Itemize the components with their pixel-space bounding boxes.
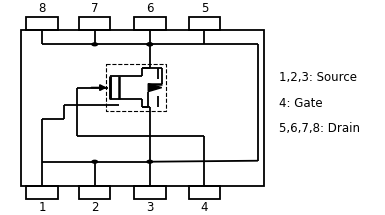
Text: 7: 7 xyxy=(91,2,99,14)
Text: 5: 5 xyxy=(201,2,208,14)
Bar xyxy=(26,186,58,199)
Bar xyxy=(21,30,264,186)
Circle shape xyxy=(92,43,97,46)
Bar xyxy=(189,186,220,199)
Bar xyxy=(26,17,58,30)
Bar xyxy=(134,17,166,30)
Circle shape xyxy=(92,160,97,163)
Bar xyxy=(189,17,220,30)
Circle shape xyxy=(147,43,152,46)
Circle shape xyxy=(147,160,152,163)
Text: 8: 8 xyxy=(38,2,46,14)
Text: 4: Gate: 4: Gate xyxy=(279,97,323,109)
Bar xyxy=(79,186,110,199)
Bar xyxy=(79,17,110,30)
Bar xyxy=(134,186,166,199)
Text: 1: 1 xyxy=(38,201,46,215)
Text: 1,2,3: Source: 1,2,3: Source xyxy=(279,71,357,84)
Text: 3: 3 xyxy=(146,201,154,215)
Polygon shape xyxy=(148,84,162,92)
Text: 6: 6 xyxy=(146,2,154,14)
Text: 4: 4 xyxy=(201,201,208,215)
Circle shape xyxy=(147,43,152,46)
Text: 2: 2 xyxy=(91,201,99,215)
Text: 5,6,7,8: Drain: 5,6,7,8: Drain xyxy=(279,122,360,135)
